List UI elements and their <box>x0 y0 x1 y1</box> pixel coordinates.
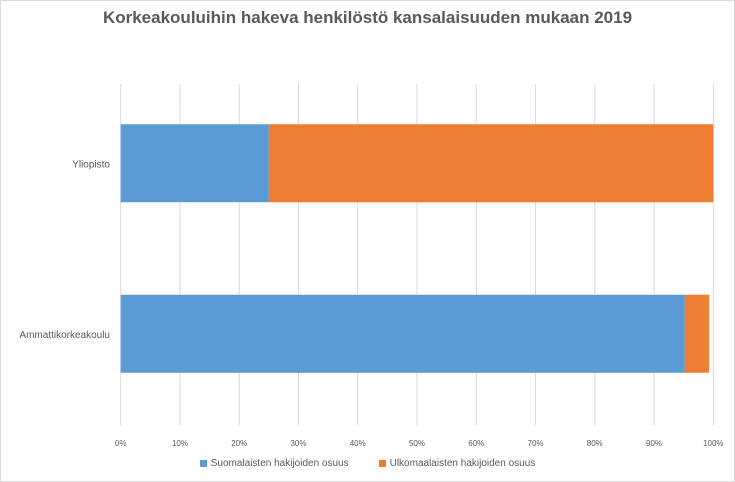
x-tick-label: 0% <box>115 439 127 448</box>
y-category-label: Yliopisto <box>72 159 110 170</box>
bar-foreign <box>684 294 710 373</box>
x-tick-label: 90% <box>646 439 662 448</box>
chart-legend: Suomalaisten hakijoiden osuus Ulkomaalais… <box>0 458 735 469</box>
legend-item: Ulkomaalaisten hakijoiden osuus <box>378 458 536 469</box>
legend-label: Ulkomaalaisten hakijoiden osuus <box>389 458 536 469</box>
x-tick-label: 60% <box>468 439 484 448</box>
x-tick-label: 70% <box>528 439 544 448</box>
x-tick-label: 30% <box>290 439 306 448</box>
legend-swatch <box>378 460 386 467</box>
x-tick-label: 80% <box>587 439 603 448</box>
x-tick-label: 20% <box>231 439 247 448</box>
legend-label: Suomalaisten hakijoiden osuus <box>210 458 349 469</box>
x-tick-label: 10% <box>172 439 188 448</box>
x-tick-label: 40% <box>350 439 366 448</box>
x-tick-label: 50% <box>409 439 425 448</box>
bar-finnish <box>120 124 269 203</box>
bar-foreign <box>268 124 714 203</box>
x-tick-label: 100% <box>703 439 723 448</box>
legend-swatch <box>199 460 207 467</box>
y-category-label: Ammattikorkeakoulu <box>19 330 110 341</box>
bar-finnish <box>120 294 685 373</box>
legend-item: Suomalaisten hakijoiden osuus <box>199 458 349 469</box>
chart-title: Korkeakouluihin hakeva henkilöstö kansal… <box>102 8 633 27</box>
